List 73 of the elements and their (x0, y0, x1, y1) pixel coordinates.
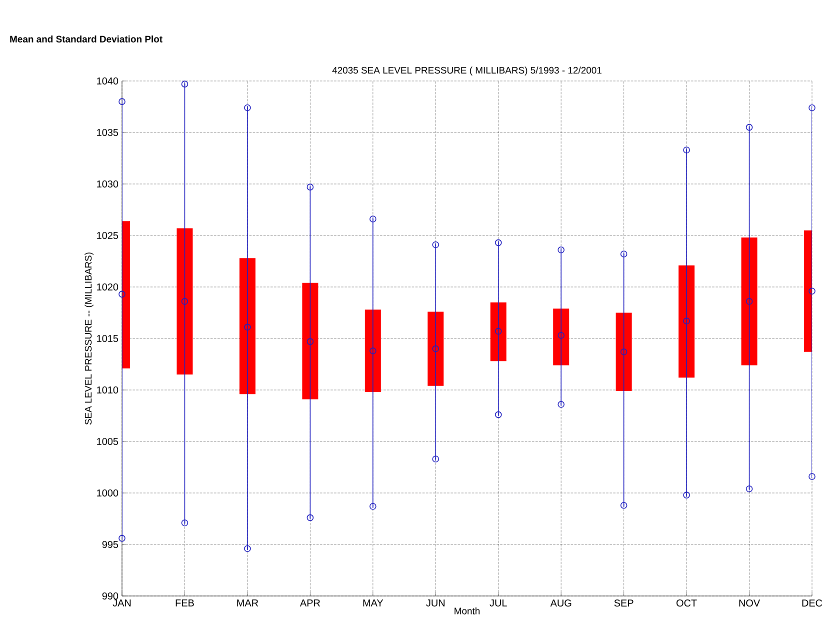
point (494, 328, 502, 335)
point (620, 250, 628, 258)
point (118, 290, 126, 298)
bar (239, 258, 256, 394)
point (808, 473, 816, 480)
x-tick-label: JUN (426, 600, 445, 606)
point (558, 246, 564, 254)
bar (428, 312, 444, 386)
x-tick-label: NOV (739, 600, 760, 607)
point (808, 288, 816, 295)
y-tick-label: 1040 (97, 77, 118, 85)
x-tick-label: SEP (614, 600, 634, 607)
point (244, 324, 251, 331)
x-axis-title: Month (454, 607, 480, 614)
bar (490, 302, 506, 362)
point (494, 239, 502, 246)
y-tick-label: 1020 (97, 283, 118, 291)
y-tick-label: 1025 (97, 232, 118, 240)
point (181, 519, 188, 526)
point (244, 545, 251, 552)
point (118, 534, 126, 542)
point (558, 401, 564, 408)
y-tick-label: 1005 (97, 438, 118, 446)
y-tick-label: 1000 (97, 489, 118, 497)
point (370, 502, 376, 510)
point (683, 492, 690, 498)
bar (364, 310, 381, 392)
y-tick-label: 1035 (97, 128, 118, 136)
x-tick-label: JAN (112, 600, 131, 606)
chart-title: Mean and Standard Deviation Plot (10, 36, 162, 42)
point (244, 104, 251, 112)
x-tick-label: JUL (490, 600, 507, 606)
y-axis-title: SEA LEVEL PRESSURE -- (MILLIBARS) (84, 252, 94, 425)
bar (176, 228, 193, 375)
point (181, 298, 188, 305)
y-tick-label: 995 (102, 540, 118, 548)
point (181, 80, 188, 88)
x-tick-label: DEC (802, 600, 822, 607)
point (118, 98, 126, 105)
point (683, 146, 690, 154)
point (620, 502, 628, 509)
x-tick-label: MAY (363, 600, 384, 606)
bar (678, 265, 695, 378)
y-tick-label: 1010 (97, 386, 118, 394)
bar (616, 312, 632, 392)
x-tick-label: OCT (676, 600, 697, 607)
point (370, 347, 376, 354)
y-tick-label: 990 (102, 592, 118, 600)
point (558, 332, 564, 339)
point (432, 456, 440, 462)
x-tick-label: FEB (176, 600, 194, 606)
point (306, 184, 314, 190)
x-tick-label: AUG (550, 600, 572, 607)
point (808, 104, 816, 112)
point (306, 514, 314, 522)
bar (741, 238, 758, 366)
point (432, 345, 440, 352)
point (683, 318, 690, 324)
bar (553, 308, 570, 366)
x-tick-label: APR (300, 600, 320, 606)
chart-subtitle: 42035 SEA LEVEL PRESSURE ( MILLIBARS) 5/1993 - 12/2001 (332, 66, 602, 76)
y-tick-label: 1015 (97, 334, 118, 342)
y-tick-label: 1030 (97, 180, 118, 188)
point (494, 411, 502, 418)
point (620, 348, 628, 356)
point (306, 338, 314, 345)
x-tick-label: MAR (237, 600, 258, 606)
point (432, 241, 440, 248)
point (370, 216, 376, 222)
point (746, 485, 753, 492)
bar (302, 282, 318, 400)
point (746, 298, 753, 305)
point (746, 124, 753, 131)
